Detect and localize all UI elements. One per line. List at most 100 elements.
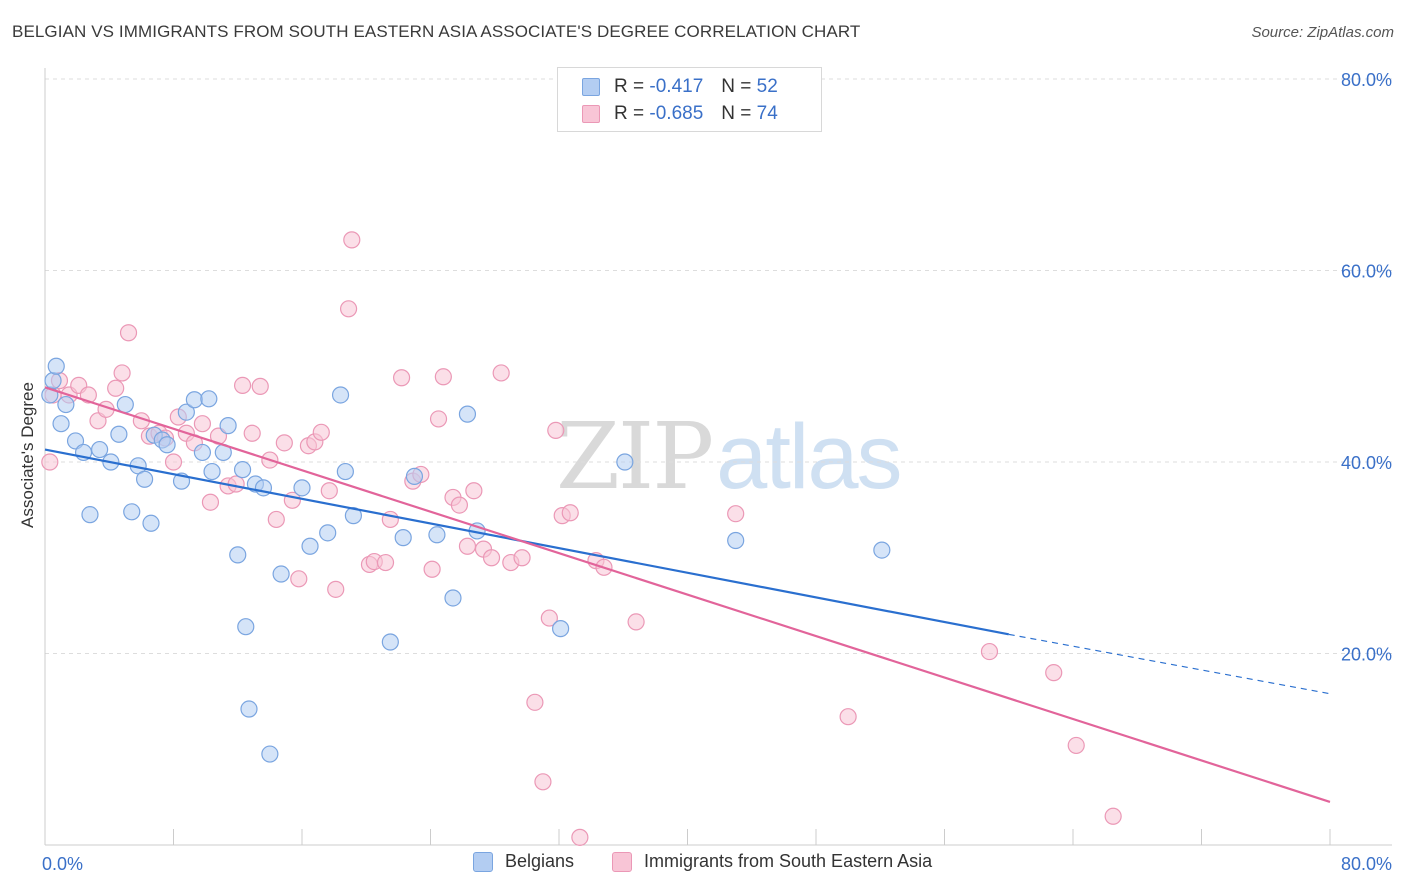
data-point-belgians — [458, 405, 477, 423]
data-point-sea — [627, 613, 645, 631]
belgians-swatch — [582, 78, 600, 96]
data-point-sea — [571, 828, 589, 846]
data-point-belgians — [240, 700, 258, 718]
data-point-belgians — [405, 467, 424, 485]
data-point-sea — [201, 493, 220, 511]
data-point-belgians — [219, 417, 237, 435]
n-value: 74 — [756, 103, 778, 124]
data-point-belgians — [301, 537, 319, 555]
series-belgians-points — [41, 357, 891, 763]
source-credit: Source: ZipAtlas.com — [1251, 24, 1394, 41]
legend-item-belgians[interactable]: Belgians — [473, 851, 574, 872]
axes — [44, 68, 1392, 846]
x-tick-label: 0.0% — [42, 854, 83, 874]
data-point-belgians — [336, 462, 354, 481]
data-point-belgians — [229, 546, 247, 564]
data-point-sea — [267, 510, 285, 529]
data-point-belgians — [135, 470, 154, 488]
data-point-sea — [561, 504, 579, 522]
data-point-sea — [113, 364, 131, 382]
y-axis-label: Associate's Degree — [18, 382, 37, 528]
sea-swatch — [582, 105, 600, 123]
tick-labels: 20.0% 40.0% 60.0% 80.0% 0.0% 80.0% — [42, 70, 1392, 874]
data-point-sea — [327, 580, 345, 598]
data-point-belgians — [727, 531, 745, 550]
series-sea-points — [41, 231, 1122, 846]
data-point-belgians — [394, 529, 412, 547]
legend-label: Belgians — [505, 851, 575, 871]
r-value: -0.685 — [649, 103, 704, 124]
n-label: N = — [721, 103, 752, 124]
data-point-belgians — [261, 745, 279, 763]
data-point-belgians — [331, 386, 350, 404]
data-point-sea — [275, 434, 293, 452]
data-point-sea — [423, 560, 441, 578]
correlation-legend: R = -0.417 N = 52 R = -0.685 N = 74 — [557, 67, 822, 132]
data-point-sea — [450, 496, 469, 514]
data-point-sea — [392, 369, 411, 387]
data-point-belgians — [381, 633, 399, 651]
data-point-sea — [119, 324, 138, 342]
trend-line-sea — [44, 386, 1331, 803]
data-point-sea — [290, 570, 308, 588]
grid — [45, 78, 1392, 654]
sea-swatch — [612, 851, 632, 872]
series-legend: Belgians Immigrants from South Eastern A… — [0, 851, 1406, 877]
n-label: N = — [721, 76, 752, 97]
data-point-sea — [458, 537, 477, 555]
y-tick-label: 80.0% — [1341, 70, 1392, 90]
data-point-belgians — [47, 357, 65, 375]
y-tick-label: 40.0% — [1341, 453, 1392, 473]
data-point-belgians — [233, 461, 252, 479]
data-point-sea — [376, 553, 395, 572]
data-point-sea — [526, 693, 544, 711]
data-point-sea — [312, 423, 330, 441]
watermark-atlas: atlas — [716, 406, 902, 508]
data-point-belgians — [203, 462, 221, 481]
data-point-sea — [107, 379, 125, 397]
data-point-belgians — [57, 395, 75, 414]
data-point-belgians — [91, 440, 109, 459]
data-point-sea — [465, 482, 483, 500]
data-point-sea — [492, 364, 510, 382]
r-label: R = — [614, 103, 645, 124]
data-point-sea — [233, 376, 252, 394]
legend-row-sea: R = -0.685 N = 74 — [582, 101, 778, 127]
data-point-belgians — [293, 479, 311, 497]
data-point-sea — [193, 415, 212, 433]
r-value: -0.417 — [649, 76, 704, 97]
data-point-sea — [251, 377, 269, 395]
data-point-belgians — [428, 526, 446, 544]
data-point-sea — [434, 368, 452, 386]
data-point-sea — [547, 421, 565, 440]
data-point-sea — [1067, 736, 1085, 755]
watermark-zip: ZIP — [556, 403, 714, 510]
legend-item-sea[interactable]: Immigrants from South Eastern Asia — [612, 851, 932, 872]
data-point-sea — [339, 300, 358, 318]
legend-label: Immigrants from South Eastern Asia — [644, 851, 933, 871]
data-point-belgians — [616, 453, 634, 471]
data-point-sea — [343, 231, 361, 249]
data-point-belgians — [319, 524, 337, 542]
x-tick-label: 80.0% — [1341, 854, 1392, 874]
data-point-sea — [164, 453, 183, 471]
data-point-sea — [243, 424, 261, 442]
data-point-belgians — [123, 503, 141, 521]
data-point-sea — [534, 773, 552, 791]
r-label: R = — [614, 76, 645, 97]
data-point-sea — [513, 549, 531, 567]
data-point-belgians — [142, 514, 160, 532]
data-point-belgians — [272, 565, 290, 583]
data-point-belgians — [52, 415, 70, 433]
data-point-belgians — [193, 443, 212, 462]
data-point-belgians — [237, 618, 255, 636]
trend-lines — [44, 386, 1331, 803]
trend-line-belgians-extension — [1008, 633, 1331, 695]
data-point-belgians — [81, 506, 99, 524]
data-point-sea — [839, 708, 857, 726]
data-point-sea — [540, 609, 558, 627]
chart-title: BELGIAN VS IMMIGRANTS FROM SOUTH EASTERN… — [12, 22, 861, 41]
data-point-sea — [980, 642, 999, 661]
data-point-belgians — [552, 620, 570, 638]
data-point-belgians — [444, 589, 462, 607]
